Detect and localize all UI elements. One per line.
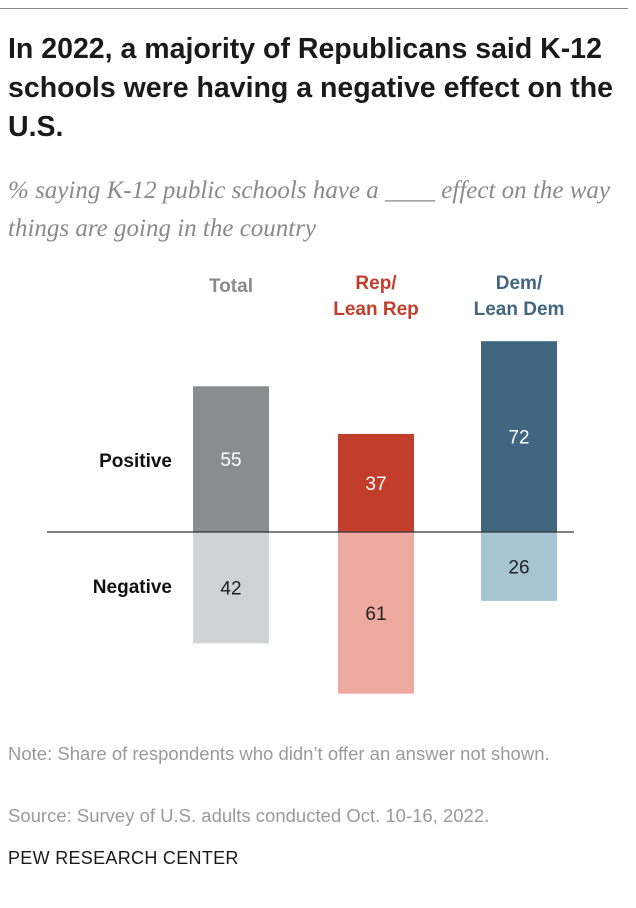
category-label-line: Lean Rep bbox=[333, 299, 419, 320]
data-label-positive-1: 37 bbox=[365, 474, 386, 495]
data-label-positive-0: 55 bbox=[220, 450, 241, 471]
category-label-line: Lean Dem bbox=[474, 299, 565, 320]
category-label-2: Dem/Lean Dem bbox=[474, 273, 565, 320]
top-rule bbox=[0, 8, 628, 9]
bar-negative-0 bbox=[193, 532, 269, 644]
bar-positive-1 bbox=[338, 433, 414, 532]
bar-negative-2 bbox=[481, 532, 557, 601]
category-label-line: Total bbox=[209, 276, 253, 297]
bar-positive-2 bbox=[481, 341, 557, 532]
bar-negative-1 bbox=[338, 532, 414, 694]
series-label-negative: Negative bbox=[93, 577, 172, 598]
data-label-negative-2: 26 bbox=[508, 557, 529, 578]
category-label-0: Total bbox=[209, 276, 253, 297]
series-label-positive: Positive bbox=[99, 451, 172, 472]
data-label-positive-2: 72 bbox=[508, 428, 529, 449]
diverging-bar-chart: Total Rep/Lean Rep Dem/Lean Dem Positive Neg… bbox=[47, 273, 574, 694]
category-label-1: Rep/Lean Rep bbox=[333, 273, 419, 320]
chart-source: Source: Survey of U.S. adults conducted … bbox=[8, 805, 490, 826]
data-label-negative-1: 61 bbox=[365, 604, 386, 625]
bar-positive-0 bbox=[193, 386, 269, 532]
category-label-line: Dem/ bbox=[496, 273, 543, 294]
brand-name: PEW RESEARCH CENTER bbox=[8, 848, 239, 868]
chart-title: In 2022, a majority of Republicans said … bbox=[8, 33, 613, 143]
data-label-negative-0: 42 bbox=[220, 579, 241, 600]
chart-note: Note: Share of respondents who didn’t of… bbox=[8, 743, 550, 764]
chart-subtitle: % saying K-12 public schools have a ____… bbox=[8, 177, 610, 242]
category-label-line: Rep/ bbox=[355, 273, 397, 294]
